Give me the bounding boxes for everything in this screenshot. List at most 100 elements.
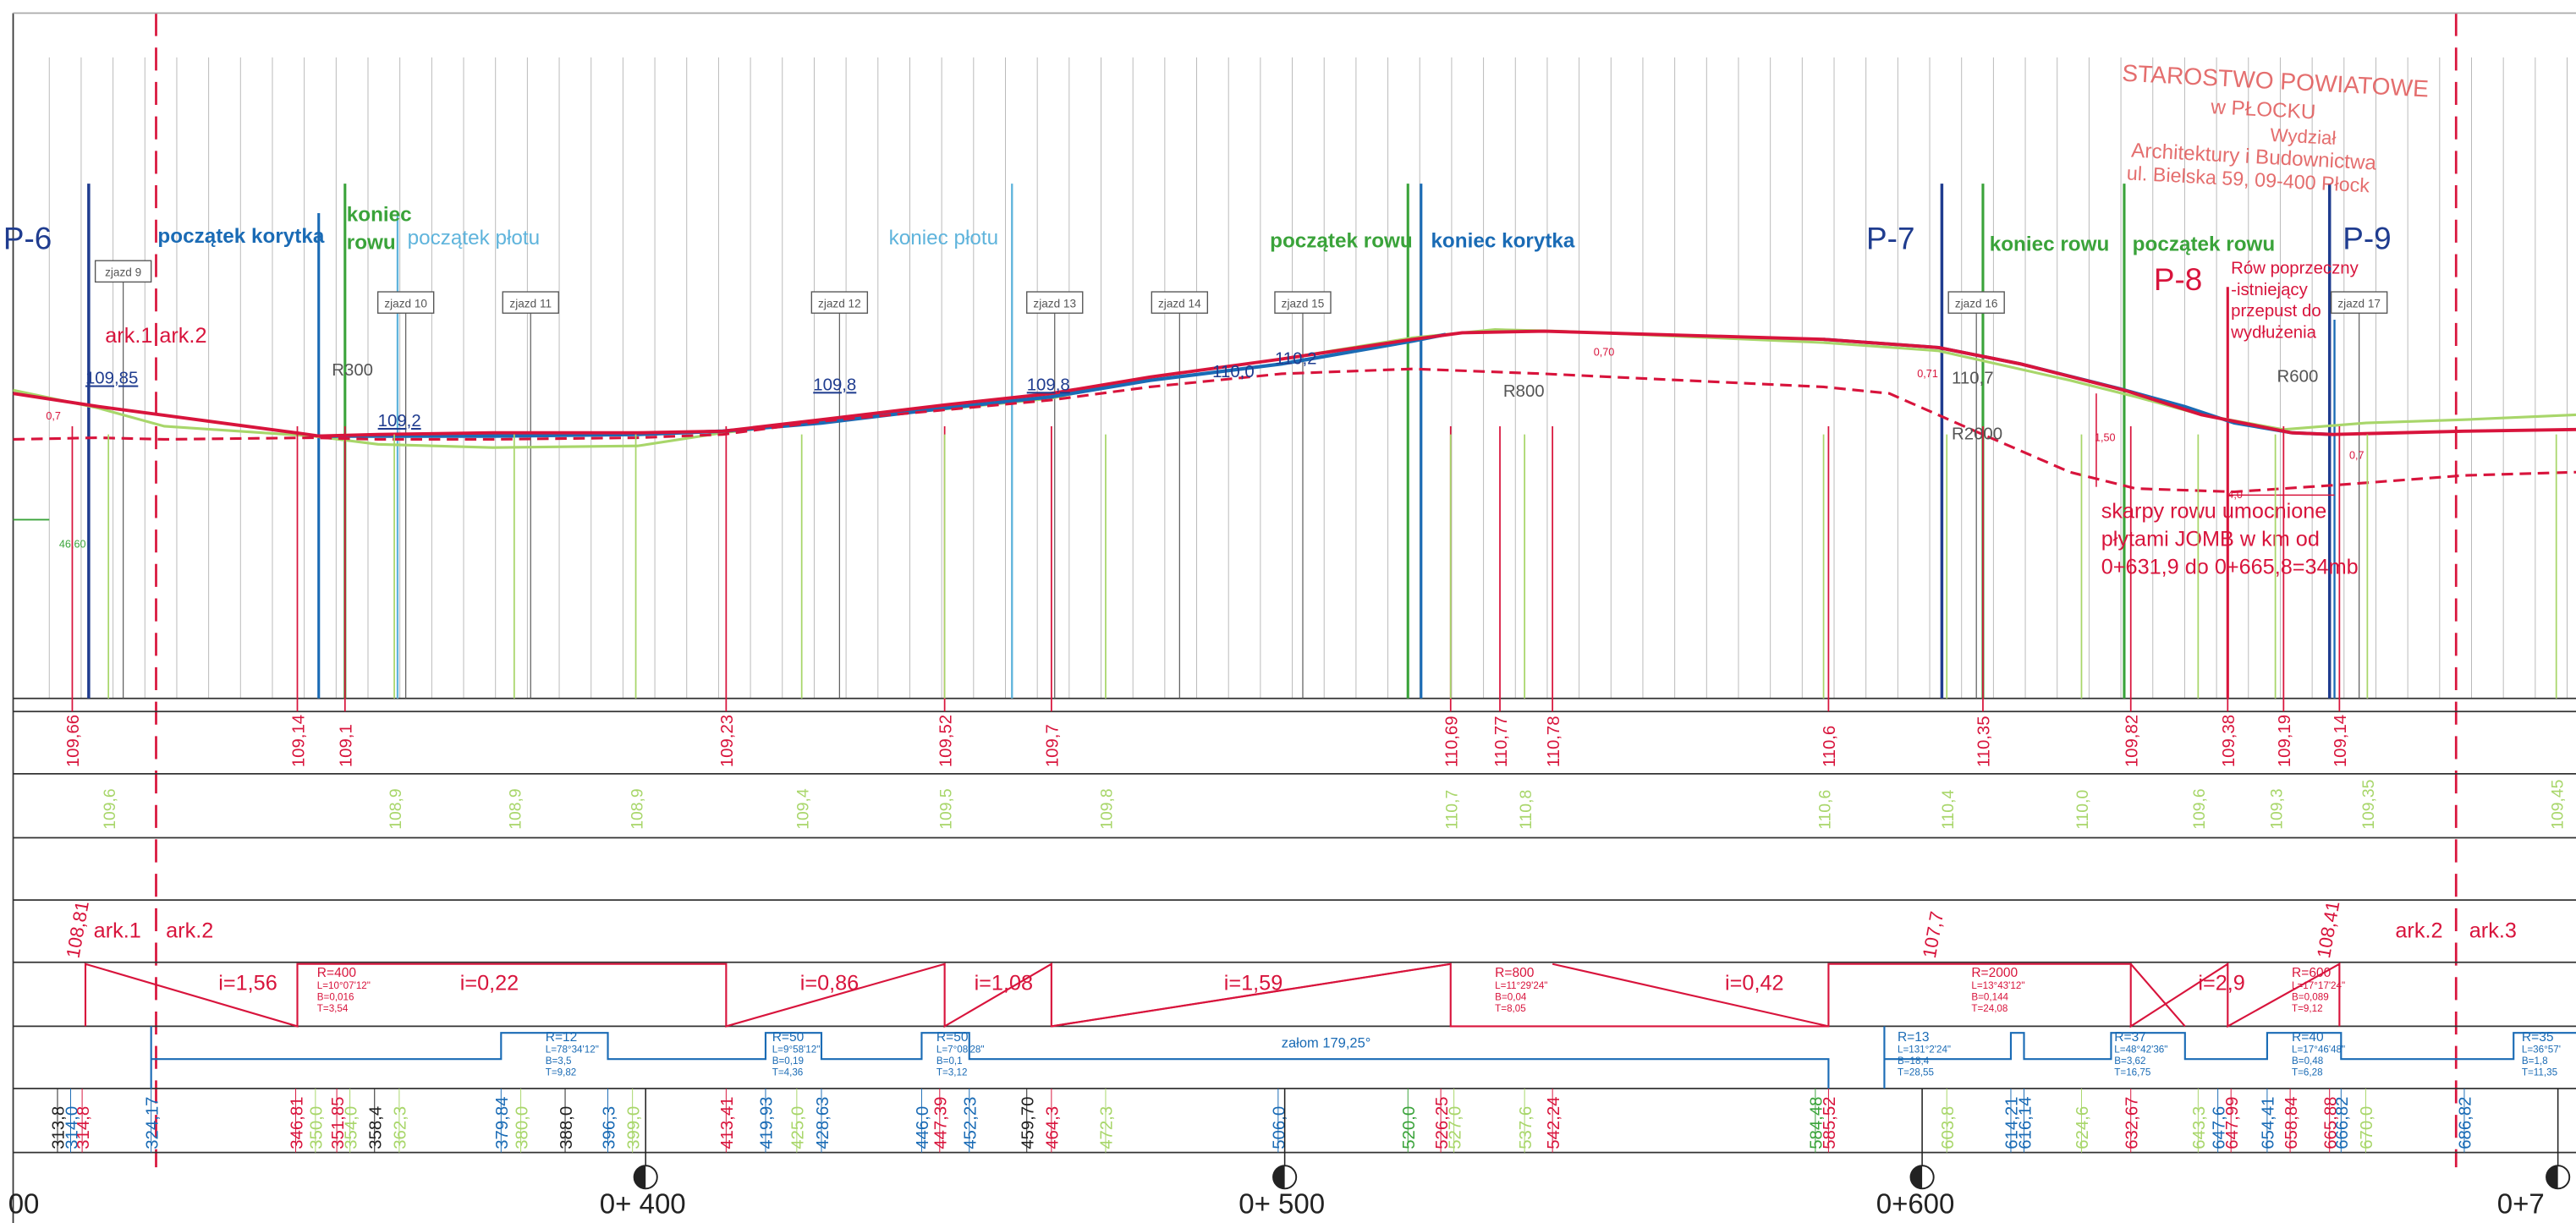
svg-text:R=50: R=50 [772,1030,805,1045]
chainage-value: 379,84 [493,1097,512,1149]
ditch-bottom-line [13,367,2576,494]
chainage-value: 459,70 [1019,1097,1037,1149]
svg-text:108,81: 108,81 [62,899,92,959]
chainage-value: 472,3 [1098,1106,1117,1149]
zjazd-box: zjazd 9 [94,260,152,699]
label-rowu: rowu [347,232,396,255]
svg-text:B=0,016: B=0,016 [317,991,354,1002]
svg-text:zjazd 11: zjazd 11 [509,297,552,310]
chainage-value: 616,14 [2016,1097,2035,1149]
grade-value: 110,35 [1975,716,1994,767]
zjazd-box: zjazd 17 [2330,291,2388,699]
svg-text:B=0,48: B=0,48 [2292,1056,2323,1067]
grade-value: 109,82 [2123,715,2141,767]
chainage-value: 346,81 [288,1097,306,1149]
chainage-value: 632,67 [2123,1097,2141,1149]
curve-r600: R600 [2277,368,2319,387]
chainage-value: 624,6 [2073,1106,2092,1149]
curve-r800: R800 [1503,382,1545,401]
svg-text:wydłużenia: wydłużenia [2230,323,2316,342]
chainage-value: 665,88 [2321,1097,2340,1149]
svg-text:T=3,12: T=3,12 [936,1067,968,1078]
elev-109-2: 109,2 [378,412,421,431]
terrain-value: 109,35 [2359,780,2378,830]
station-marker: 0+ 400 [600,1089,686,1219]
escarpment-note: skarpy rowu umocnione płytami JOMB w km … [2101,500,2359,579]
grade-value: 109,52 [936,715,955,767]
svg-text:zjazd 15: zjazd 15 [1282,297,1325,310]
elevation-annotations: 109,85 109,2 109,8 109,8 110,0 110,2 110… [85,349,1994,431]
grade-segment-label: i=0,22 [460,972,519,995]
label-koniec-rowu: koniec rowu [1990,233,2110,256]
dim-1: 0,7 [46,410,61,422]
svg-text:przepust do: przepust do [2231,302,2321,321]
grade-value: 110,78 [1545,716,1563,767]
blue-design-line-2 [1823,337,2333,436]
dim-4: 1,50 [2095,431,2116,443]
svg-text:STAROSTWO POWIATOWE: STAROSTWO POWIATOWE [2122,60,2430,102]
svg-text:Rów poprzeczny: Rów poprzeczny [2231,260,2359,278]
grade-segment-label: i=1,59 [1224,972,1283,995]
grade-value: 109,66 [64,715,83,767]
sheet-label-ark2-c: ark.2 [2395,919,2442,943]
station-marker: 0+7 [2497,1089,2571,1219]
chainage-value: 446,0 [914,1106,932,1149]
terrain-value: 110,0 [2073,790,2092,830]
chainage-value: 351,85 [329,1097,348,1149]
terrain-value: 110,8 [1517,790,1535,830]
sheet-label-ark2-b: ark.2 [166,919,213,943]
svg-text:L=78°34'12": L=78°34'12" [546,1044,599,1055]
svg-text:w PŁOCKU: w PŁOCKU [2210,96,2316,123]
zjazd-box: zjazd 15 [1274,291,1332,699]
svg-text:T=24,08: T=24,08 [1971,1003,2008,1014]
profile-markers: P-6 P-7 P-8 P-9 [3,184,2392,699]
sheet-label-ark1: ark.1 [105,324,152,348]
curve-r300: R300 [332,361,373,380]
terrain-value: 108,9 [507,788,525,829]
terrain-value: 108,9 [628,788,646,829]
svg-text:L=10°07'12": L=10°07'12" [317,980,371,991]
chainage-value: 358,4 [367,1106,386,1149]
profile-p8-label: P-8 [2154,262,2202,297]
terrain-value: 109,3 [2267,788,2286,829]
svg-text:R=2000: R=2000 [1971,966,2018,980]
horizontal-curve-block: R=37L=48°42'36"B=3,62T=16,75 [2114,1030,2167,1078]
elev-110-2: 110,2 [1275,349,1316,368]
svg-text:L=9°58'12": L=9°58'12" [772,1044,821,1055]
terrain-value: 109,6 [101,788,119,829]
horizontal-curve-block: R=13L=131°2'24"B=18,4T=28,55 [1898,1030,1951,1078]
station-label: 0+600 [1876,1187,1955,1219]
grade-zigzag [84,962,2341,1028]
grade-value: 109,1 [338,724,356,767]
label-poczatek-plotu: początek płotu [408,227,541,250]
grade-value: 110,69 [1443,716,1462,767]
chainage-value: 654,41 [2260,1097,2278,1149]
feature-labels: początek korytka koniec rowu początek pł… [157,204,2275,256]
svg-text:T=3,54: T=3,54 [317,1003,349,1014]
chainage-value: 537,6 [1517,1106,1535,1149]
design-grade-line [13,329,2576,438]
svg-text:R=800: R=800 [1495,966,1535,980]
chainage-value: 452,23 [962,1097,980,1149]
chainage-value: 526,25 [1433,1097,1452,1149]
chainage-value: 388,0 [557,1106,576,1149]
chainage-value: 399,0 [624,1106,643,1149]
svg-text:T=9,82: T=9,82 [546,1067,577,1078]
grade-value: 109,7 [1044,724,1063,767]
svg-text:T=16,75: T=16,75 [2114,1067,2150,1078]
svg-text:R=13: R=13 [1898,1030,1930,1045]
background-grid [48,57,2568,699]
sheet-boundaries [155,13,2458,1168]
svg-text:107,7: 107,7 [1919,910,1947,960]
terrain-value: 108,9 [387,788,405,829]
chainage-value: 647,6 [2210,1106,2228,1149]
zjazd-box: zjazd 14 [1151,291,1209,699]
station-label: 0+ 500 [1239,1187,1325,1219]
svg-text:skarpy rowu umocnione: skarpy rowu umocnione [2101,500,2327,524]
chainage-value: 314,0 [63,1106,81,1149]
svg-text:Wydział: Wydział [2270,124,2337,149]
station-label: 0+7 [2497,1187,2545,1219]
